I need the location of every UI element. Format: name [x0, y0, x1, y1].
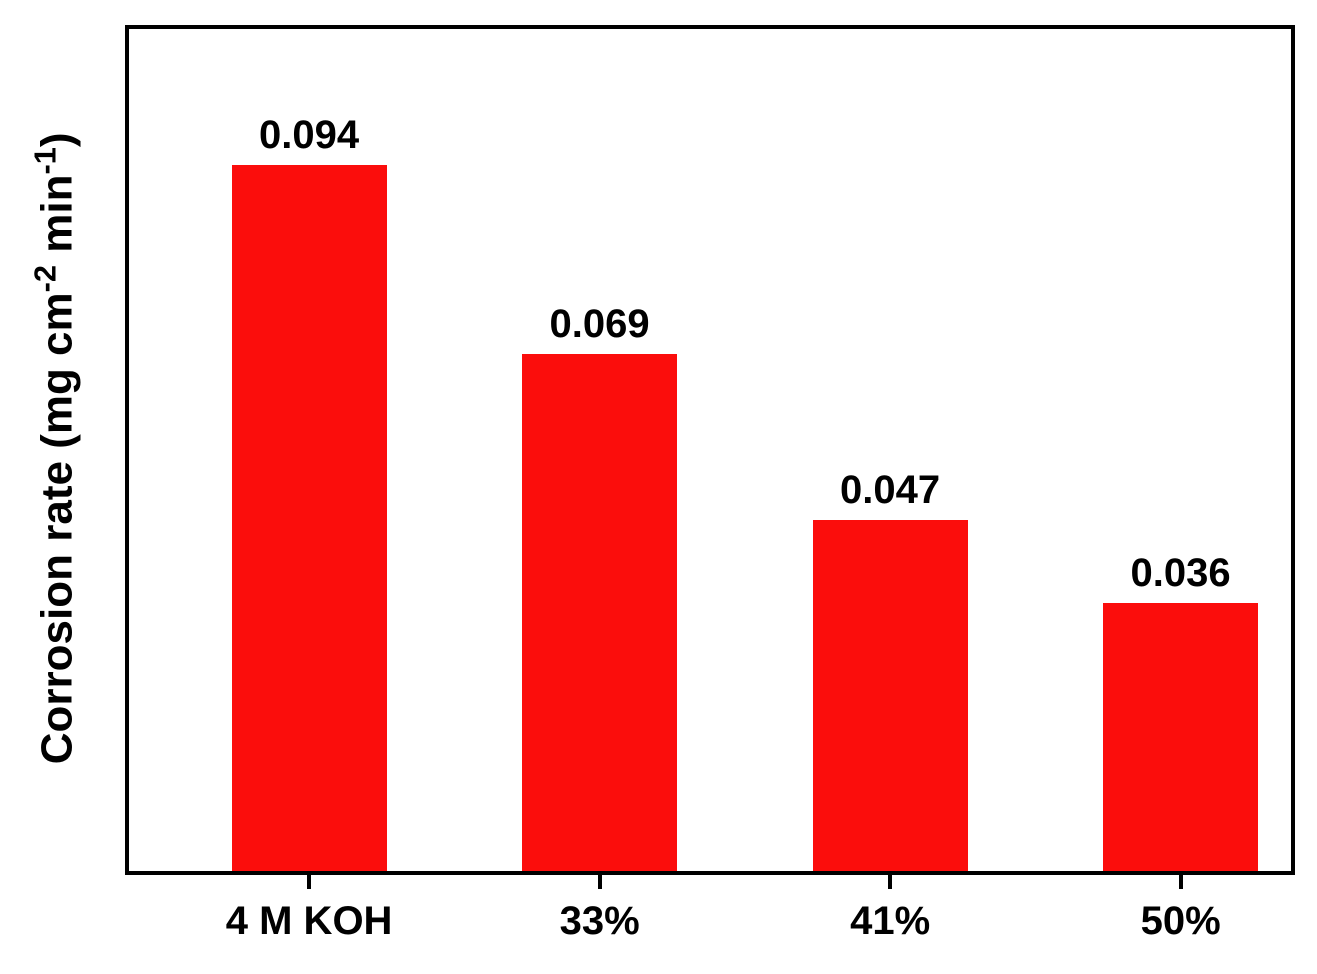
x-tick	[307, 875, 311, 889]
x-tick-label: 50%	[1051, 899, 1311, 944]
bar-value-label: 0.069	[500, 302, 700, 347]
x-tick-label: 4 M KOH	[179, 899, 439, 944]
bar-value-label: 0.047	[790, 468, 990, 513]
bar	[813, 520, 968, 875]
x-tick-label: 33%	[470, 899, 730, 944]
x-axis-line	[125, 871, 1295, 875]
bar	[232, 165, 387, 875]
y-axis-label: Corrosion rate (mg cm-2 min-1)	[28, 23, 83, 873]
x-tick	[888, 875, 892, 889]
chart-container: Corrosion rate (mg cm-2 min-1) 0.094 0.06…	[0, 0, 1317, 974]
x-tick	[598, 875, 602, 889]
bar	[1103, 603, 1258, 875]
bar-value-label: 0.036	[1081, 551, 1281, 596]
x-tick	[1179, 875, 1183, 889]
bar	[522, 354, 677, 875]
x-tick-label: 41%	[760, 899, 1020, 944]
bar-value-label: 0.094	[209, 113, 409, 158]
